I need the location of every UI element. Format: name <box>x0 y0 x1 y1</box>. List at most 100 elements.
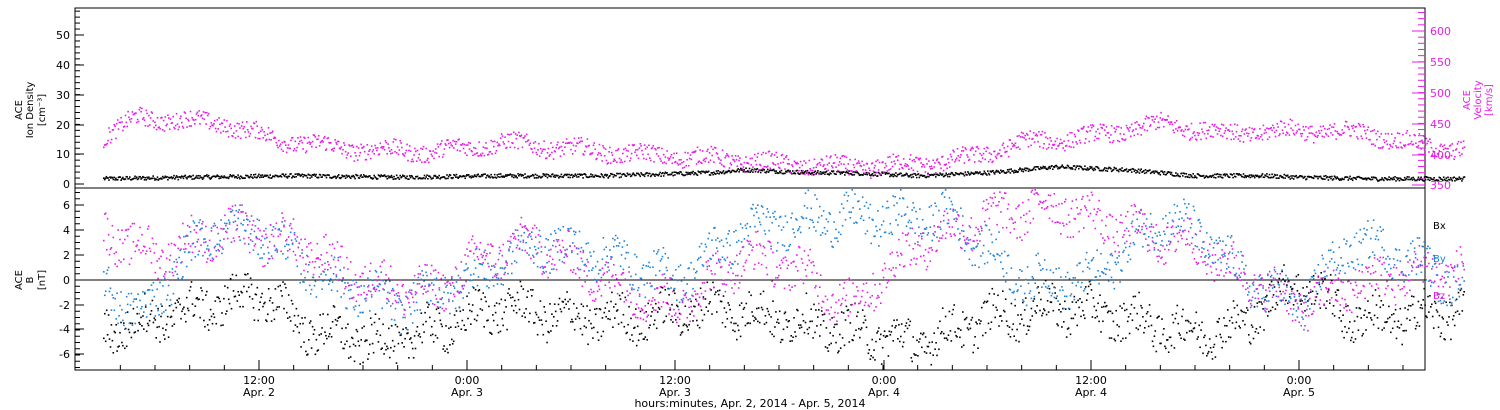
b-bx-point <box>263 302 265 305</box>
b-bx-point <box>499 330 502 333</box>
density-point <box>476 174 479 176</box>
b-bx-point <box>1282 278 1284 280</box>
velocity-point <box>1414 134 1416 137</box>
density-point <box>499 173 502 175</box>
velocity-point <box>694 150 697 152</box>
density-point <box>1325 175 1327 177</box>
velocity-point <box>209 125 212 128</box>
velocity-point <box>828 162 830 164</box>
b-bx-point <box>540 319 543 321</box>
density-point <box>107 177 109 179</box>
b-bx-point <box>601 317 604 319</box>
density-point <box>614 174 616 177</box>
velocity-point <box>1303 129 1305 131</box>
density-point <box>865 171 868 174</box>
velocity-point <box>467 141 470 144</box>
b-bx-point <box>502 324 504 327</box>
velocity-point <box>948 166 951 168</box>
density-point <box>345 174 348 177</box>
velocity-point <box>503 143 505 145</box>
velocity-point <box>421 161 423 164</box>
b-bx-point <box>783 312 786 315</box>
velocity-point <box>794 161 797 164</box>
b-bx-point <box>895 325 897 327</box>
velocity-point <box>570 148 572 151</box>
velocity-point <box>238 123 240 125</box>
velocity-point <box>1338 132 1340 135</box>
density-point <box>1162 173 1165 175</box>
density-point <box>1000 169 1002 172</box>
density-point <box>584 174 587 176</box>
b-bx-point <box>450 326 452 328</box>
velocity-point <box>621 161 623 163</box>
density-point <box>593 176 596 178</box>
b-bx-point <box>773 335 775 338</box>
b-bx-point <box>813 303 815 306</box>
b-bx-point <box>731 317 733 319</box>
b-by-point <box>227 219 230 221</box>
density-point <box>372 177 375 180</box>
b-bx-point <box>1129 313 1132 315</box>
velocity-point <box>278 145 281 147</box>
density-point <box>420 177 422 180</box>
velocity-point <box>1042 147 1045 149</box>
density-point <box>1007 170 1010 173</box>
b-bx-point <box>246 290 248 293</box>
b-bx-point <box>605 315 607 318</box>
velocity-point <box>1057 145 1059 147</box>
b-bx-point <box>119 331 121 334</box>
velocity-point <box>1027 146 1030 148</box>
velocity-point <box>453 147 455 149</box>
density-point <box>1449 177 1452 179</box>
b-bx-point <box>212 313 215 315</box>
velocity-point <box>497 145 499 147</box>
density-point <box>534 173 537 176</box>
b-bx-point <box>106 334 109 336</box>
velocity-point <box>759 163 761 166</box>
b-bx-point <box>1071 301 1074 303</box>
b-bx-point <box>705 306 708 308</box>
density-point <box>104 177 107 180</box>
density-point <box>1398 179 1401 182</box>
b-by-point <box>130 292 133 295</box>
velocity-point <box>1253 128 1256 130</box>
b-bx-point <box>1319 307 1322 309</box>
density-point <box>1105 167 1108 170</box>
density-point <box>1366 177 1369 180</box>
velocity-point <box>1208 129 1210 131</box>
velocity-point <box>334 139 336 141</box>
velocity-point <box>862 168 864 171</box>
b-bx-point <box>673 289 675 292</box>
velocity-point <box>925 158 928 160</box>
velocity-point <box>1364 129 1366 132</box>
density-point <box>140 178 142 180</box>
b-by-point <box>185 265 188 268</box>
density-point <box>633 173 635 176</box>
velocity-point <box>523 136 525 139</box>
density-point <box>1409 178 1412 181</box>
velocity-point <box>1036 135 1038 137</box>
velocity-point <box>1117 139 1119 142</box>
density-point <box>612 176 615 178</box>
density-point <box>656 174 659 176</box>
density-point <box>412 177 414 179</box>
b-by-point <box>309 293 312 295</box>
b-bx-point <box>551 313 553 315</box>
density-point <box>808 171 811 174</box>
velocity-point <box>594 148 596 151</box>
density-point <box>1175 174 1178 177</box>
density-point <box>552 175 555 178</box>
velocity-point <box>752 166 754 168</box>
b-bx-point <box>186 307 189 310</box>
b-bx-point <box>213 316 216 319</box>
velocity-point <box>952 149 954 152</box>
velocity-point <box>1019 136 1022 138</box>
density-point <box>903 174 906 176</box>
density-point <box>672 174 674 177</box>
velocity-point <box>1377 147 1380 149</box>
density-point <box>172 176 174 179</box>
velocity-point <box>662 162 664 164</box>
velocity-point <box>1207 132 1209 135</box>
velocity-point <box>1409 134 1411 137</box>
density-point <box>1227 176 1230 178</box>
